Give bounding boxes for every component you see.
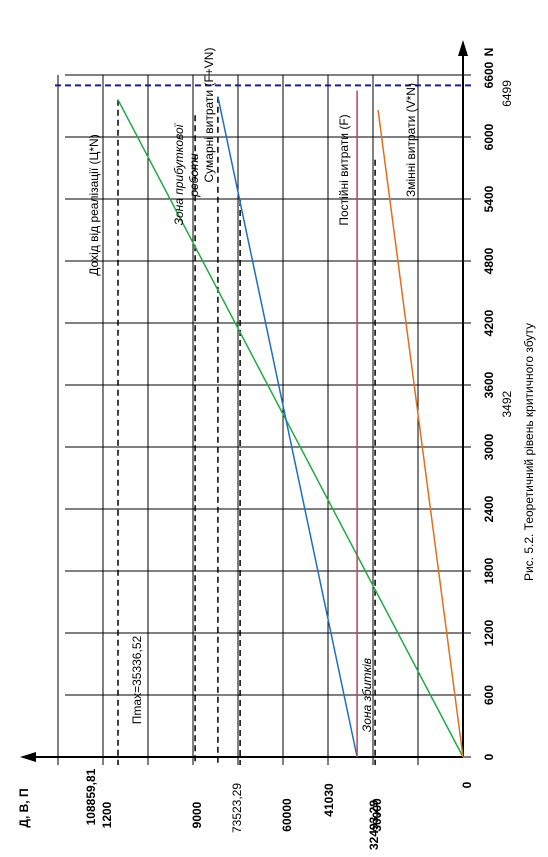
value-axis-arrow <box>20 752 36 762</box>
y-tick-label: 60000 <box>280 798 294 832</box>
critical-label: 6499 <box>500 80 514 107</box>
annotation: роботи <box>187 153 201 198</box>
series-label: Постійні витрати (F) <box>337 114 351 225</box>
y-tick-label: 30000 <box>370 798 384 832</box>
x-tick-label: 3000 <box>482 433 496 460</box>
value-annotation: 73523,29 <box>230 783 244 833</box>
x-tick-label: 2400 <box>482 495 496 522</box>
x-tick-label: 600 <box>482 685 496 705</box>
value-annotation: 108859,81 <box>84 768 98 825</box>
series-line <box>117 99 464 758</box>
x-axis-label: N <box>482 48 496 57</box>
x-tick-label: 0 <box>482 753 496 760</box>
x-tick-label: 4800 <box>482 247 496 274</box>
annotation: Зона збитків <box>360 658 374 732</box>
x-tick-label: 6000 <box>482 123 496 150</box>
x-tick-label: 5400 <box>482 185 496 212</box>
series-label: Дохід від реалізації (Ц*N) <box>87 134 101 275</box>
y-axis-label: Д, В, П <box>17 788 31 827</box>
chart-title: Рис. 5.2. Теоретичний рівень критичного … <box>522 323 536 581</box>
series-label: Сумарні витрати (F+VN) <box>202 48 216 183</box>
x-tick-label: 6600 <box>482 61 496 88</box>
x-tick-label: 4200 <box>482 309 496 336</box>
series-label: Змінні витрати (V*N) <box>404 83 418 197</box>
series-line <box>377 110 464 758</box>
series-line <box>217 96 358 758</box>
y-tick-label: 0 <box>460 781 474 788</box>
x-tick-label: 1800 <box>482 557 496 584</box>
annotation: Зона прибуткової <box>172 123 186 225</box>
annotation: Пmax=35336,52 <box>130 636 144 725</box>
x-tick-label: 3600 <box>482 371 496 398</box>
value-annotation: 32493,29 <box>367 800 381 850</box>
critical-label: 3492 <box>500 390 514 417</box>
x-tick-label: 1200 <box>482 619 496 646</box>
y-tick-label: 9000 <box>190 801 204 828</box>
value-annotation: 41030 <box>322 783 336 817</box>
n-axis-arrow <box>458 40 468 56</box>
y-tick-label: 1200 <box>100 801 114 828</box>
